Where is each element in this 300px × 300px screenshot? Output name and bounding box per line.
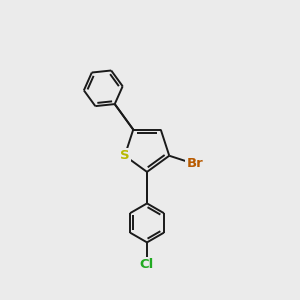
Text: S: S	[120, 149, 130, 162]
Text: Cl: Cl	[140, 258, 154, 272]
Text: Br: Br	[187, 157, 203, 169]
